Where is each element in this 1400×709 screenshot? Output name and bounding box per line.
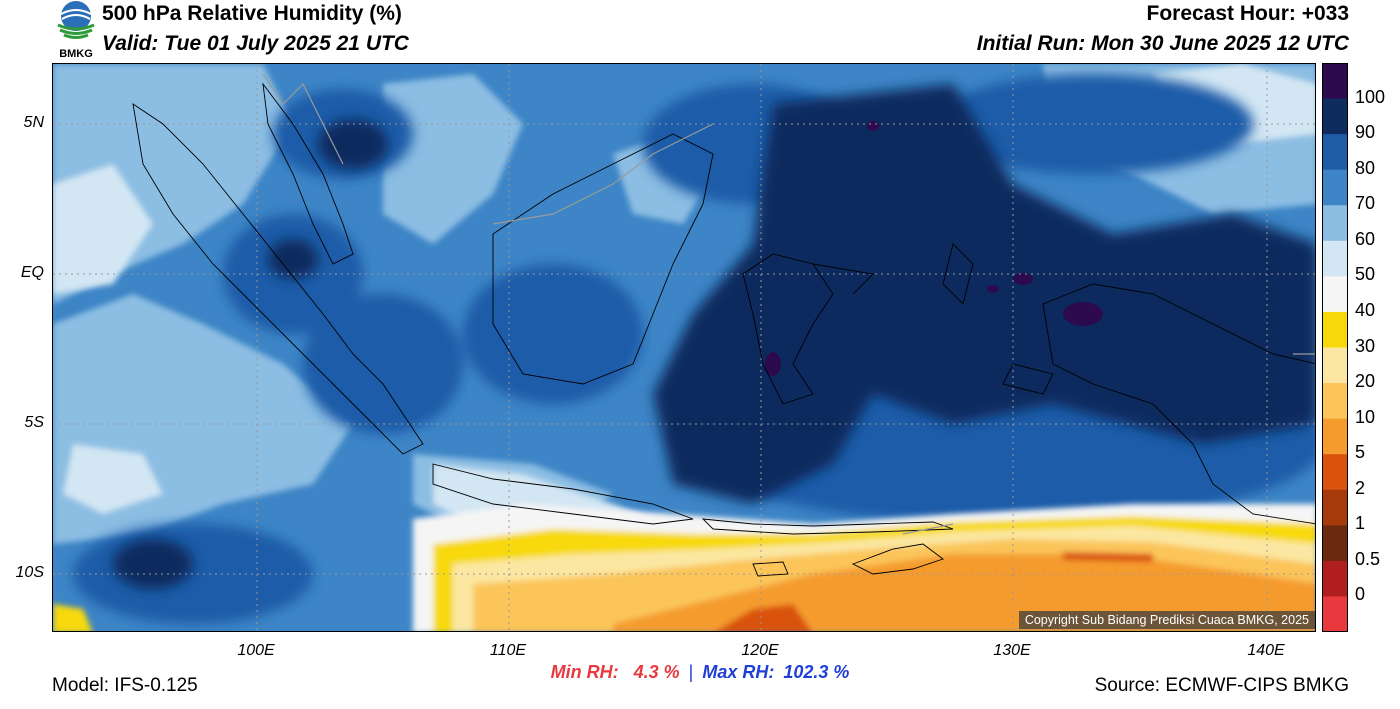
legend-swatch <box>1322 418 1348 455</box>
legend-label: 90 <box>1355 122 1376 143</box>
legend-label: 2 <box>1355 477 1366 498</box>
forecast-hour: Forecast Hour: +033 <box>1146 2 1350 25</box>
map-title: 500 hPa Relative Humidity (%) <box>102 2 402 25</box>
legend-swatch <box>1322 311 1348 348</box>
legend-swatch <box>1322 98 1348 135</box>
legend-label: 60 <box>1355 228 1376 249</box>
lat-label-5n: 5N <box>23 114 44 131</box>
data-source: Source: ECMWF-CIPS BMKG <box>1094 675 1349 696</box>
legend-swatch <box>1322 347 1348 384</box>
legend-label: 0.5 <box>1355 548 1381 569</box>
legend-label: 0 <box>1355 584 1366 605</box>
lat-label-eq: EQ <box>20 264 44 281</box>
max-rh-label: Max RH: <box>702 662 775 682</box>
legend-swatch <box>1322 525 1348 562</box>
legend-swatch <box>1322 383 1348 420</box>
lon-label-140e: 140E <box>1247 642 1285 659</box>
min-rh-label: Min RH: <box>550 662 619 682</box>
legend-label: 30 <box>1355 335 1376 356</box>
min-rh-value: 4.3 % <box>633 662 680 682</box>
bmkg-logo: BMKG <box>52 0 100 60</box>
coastlines <box>132 82 1315 577</box>
initial-run: Initial Run: Mon 30 June 2025 12 UTC <box>976 32 1349 55</box>
legend-label: 10 <box>1355 406 1376 427</box>
rh-stats: Min RH: 4.3 % | Max RH: 102.3 % <box>0 662 1400 683</box>
logo-text: BMKG <box>59 48 93 60</box>
legend-swatch <box>1322 169 1348 206</box>
max-rh-value: 102.3 % <box>783 662 850 682</box>
legend-swatch <box>1322 63 1348 100</box>
lon-label-110e: 110E <box>489 642 527 659</box>
humidity-map <box>52 63 1316 632</box>
legend-label: 100 <box>1355 86 1386 107</box>
model-name: Model: IFS-0.125 <box>52 675 198 696</box>
lat-label-5s: 5S <box>24 414 44 431</box>
legend-swatch <box>1322 454 1348 491</box>
legend-label: 50 <box>1355 264 1376 285</box>
lon-label-130e: 130E <box>993 642 1031 659</box>
legend-label: 40 <box>1355 299 1376 320</box>
legend-label: 1 <box>1355 513 1366 534</box>
lon-label-120e: 120E <box>741 642 779 659</box>
legend-label: 5 <box>1355 442 1366 463</box>
legend-swatch <box>1322 276 1348 313</box>
legend-bar <box>1322 63 1348 633</box>
humidity-field <box>53 64 1315 631</box>
legend-label: 70 <box>1355 193 1376 214</box>
legend-label: 80 <box>1355 157 1376 178</box>
legend-swatch <box>1322 205 1348 242</box>
color-legend <box>1322 63 1348 633</box>
legend-swatch <box>1322 240 1348 277</box>
legend-swatch <box>1322 596 1348 633</box>
legend-label: 20 <box>1355 371 1376 392</box>
lon-label-100e: 100E <box>237 642 275 659</box>
legend-swatch <box>1322 489 1348 526</box>
legend-swatch <box>1322 560 1348 597</box>
copyright-note: Copyright Sub Bidang Prediksi Cuaca BMKG… <box>1018 611 1315 629</box>
stats-separator: | <box>688 662 694 682</box>
legend-swatch <box>1322 134 1348 171</box>
lat-label-10s: 10S <box>15 564 44 581</box>
valid-time: Valid: Tue 01 July 2025 21 UTC <box>102 32 409 55</box>
